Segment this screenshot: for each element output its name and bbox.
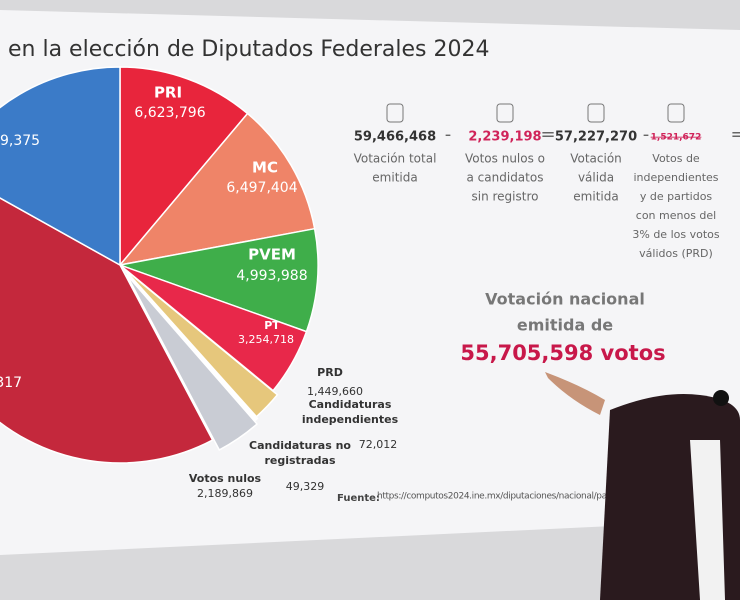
term-caption: a candidatos (467, 171, 544, 185)
headline: emitida de (517, 316, 613, 335)
value-label: 24,286,317 (0, 375, 22, 391)
term-value: 57,227,270 (555, 130, 637, 145)
slice-label: PRI (154, 84, 182, 102)
value-label: 6,497,404 (226, 180, 297, 196)
slice-label: PRD (317, 366, 343, 379)
value-label: 4,993,988 (236, 268, 307, 284)
source: https://computos2024.ine.mx/diputaciones… (377, 492, 690, 502)
operator: = (540, 124, 555, 145)
term-value: 2,239,198 (468, 130, 541, 145)
pie-slice (119, 66, 249, 268)
term-caption: Votación total (354, 152, 437, 166)
slice-label: Votos nulos (189, 472, 262, 485)
term-caption: Votos nulos o (465, 152, 545, 166)
term-caption: y de partidos (640, 190, 713, 203)
operator: = (730, 124, 740, 145)
term-caption: con menos del (636, 209, 716, 222)
hand (545, 372, 605, 415)
term-value: 59,466,468 (354, 130, 436, 145)
slice-label-line: Candidaturas (309, 398, 392, 411)
value-label: 3,254,718 (238, 333, 294, 346)
microphone (713, 390, 729, 406)
value-label: 49,329 (286, 480, 325, 493)
pie: PRI 6,623,796 MC 6,497,404 PVEM 4,993,988 PT3,… (0, 66, 399, 500)
source-label: Fuente: (337, 493, 380, 504)
value-label: 1,449,660 (307, 385, 363, 398)
slice-label: PT (264, 319, 280, 332)
term-caption: independientes (633, 171, 718, 184)
pie-slice (0, 66, 121, 267)
term-caption: emitida (372, 171, 417, 185)
value-label: 72,012 (359, 438, 398, 451)
term-caption: Votos de (652, 152, 700, 165)
term-icon (496, 103, 514, 123)
slice-label-line: Candidaturas no (249, 439, 351, 452)
operator: - (643, 124, 650, 145)
term-value: 1,521,672 (651, 133, 702, 143)
slice-label: MC (252, 159, 278, 177)
total: 55,705,598 votos (460, 341, 665, 365)
term-caption: Votación (570, 152, 622, 166)
headline: Votación nacional (485, 290, 645, 309)
operator: - (445, 124, 452, 145)
chart-title: en la elección de Diputados Federales 20… (8, 37, 490, 62)
slice-label-line: registradas (264, 454, 335, 467)
pie-slice (124, 270, 258, 422)
slice-label-line: independientes (302, 413, 399, 426)
summary: 59,466,468 Votación total emitida 2,239,198… (337, 103, 740, 504)
slice-label: PVEM (248, 246, 296, 264)
pie-slice (117, 227, 319, 333)
term-icon (667, 103, 685, 123)
slice-label: Candidaturas independientes (302, 398, 399, 426)
pie-slice (0, 197, 214, 464)
value-label: 2,189,869 (197, 487, 253, 500)
term-caption: válidos (PRD) (639, 247, 713, 260)
term-caption: emitida (573, 190, 618, 204)
shirt (690, 440, 725, 600)
term-icon (386, 103, 404, 123)
value-label: 10,049,375 (0, 133, 40, 149)
term-caption: sin registro (472, 190, 539, 204)
pie-slice (126, 274, 259, 451)
term-caption: 3% de los votos (632, 228, 719, 241)
slice-label: Candidaturas no registradas (249, 439, 351, 467)
term-caption: válida (578, 171, 614, 185)
pie-slice (118, 112, 316, 267)
term-icon (587, 103, 605, 123)
value-label: 6,623,796 (134, 105, 205, 121)
